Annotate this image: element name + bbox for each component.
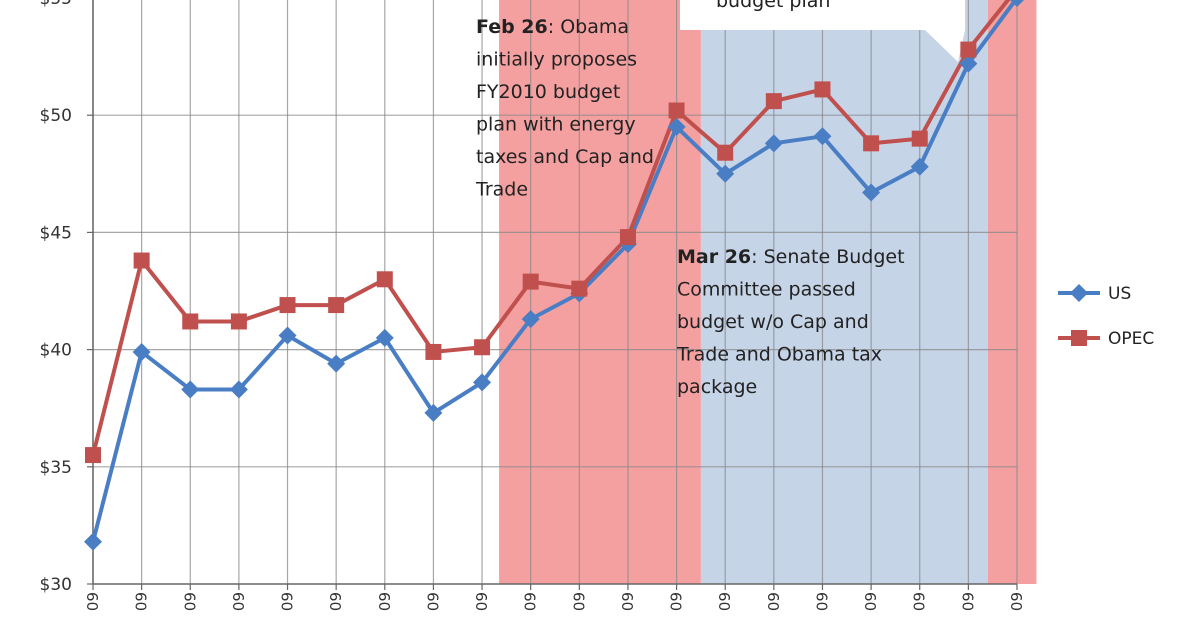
x-tick-label: 09 bbox=[279, 592, 297, 611]
series bbox=[84, 0, 1024, 551]
data-point-us bbox=[424, 403, 443, 422]
data-point-us bbox=[764, 134, 783, 153]
data-point-opec bbox=[668, 102, 685, 119]
annotation-mar26-line: Trade and Obama tax bbox=[676, 344, 882, 366]
data-point-opec bbox=[230, 313, 247, 330]
annotation-feb26-line: initially proposes bbox=[476, 49, 637, 71]
callout-box: budget plan bbox=[680, 0, 965, 62]
data-point-us bbox=[327, 354, 346, 373]
data-point-us bbox=[667, 117, 686, 136]
data-point-opec bbox=[474, 339, 491, 356]
series-line-us bbox=[91, 0, 1019, 543]
annotation-feb26-line: taxes and Cap and bbox=[476, 146, 654, 168]
data-point-us bbox=[229, 380, 248, 399]
series-line-opec bbox=[91, 0, 1011, 456]
data-point-opec bbox=[911, 130, 928, 147]
shaded-region-1 bbox=[499, 0, 701, 584]
data-point-opec bbox=[863, 135, 880, 152]
annotations: Feb 26: Obama initially proposes FY2010 bu… bbox=[475, 16, 905, 398]
x-tick-label: 09 bbox=[716, 592, 734, 611]
data-point-us bbox=[132, 342, 151, 361]
legend-label-opec: OPEC bbox=[1108, 329, 1154, 349]
data-point-us bbox=[813, 127, 832, 146]
y-tick-label: $45 bbox=[40, 223, 72, 243]
data-point-opec bbox=[960, 41, 977, 58]
legend: US OPEC bbox=[1058, 284, 1154, 349]
x-tick-label: 09 bbox=[570, 592, 588, 611]
data-point-opec bbox=[717, 144, 734, 161]
x-tick-label: 09 bbox=[376, 592, 394, 611]
legend-marker-opec bbox=[1071, 330, 1087, 346]
data-point-opec bbox=[133, 252, 150, 269]
data-point-us bbox=[473, 373, 492, 392]
data-point-us bbox=[910, 157, 929, 176]
data-point-us bbox=[181, 380, 200, 399]
x-tick-label: 09 bbox=[765, 592, 783, 611]
legend-marker-us bbox=[1070, 284, 1088, 302]
data-point-opec bbox=[376, 271, 393, 288]
data-point-opec bbox=[425, 343, 442, 360]
annotation-mar26-line: Committee passed bbox=[677, 279, 856, 301]
data-point-opec bbox=[814, 81, 831, 98]
x-tick-label: 09 bbox=[522, 592, 540, 611]
x-tick-label: 09 bbox=[133, 592, 151, 611]
data-point-opec bbox=[328, 297, 345, 314]
x-tick-label: 09 bbox=[424, 592, 442, 611]
annotation-feb26-line: Trade bbox=[475, 179, 528, 201]
data-point-us bbox=[84, 532, 102, 551]
data-point-us bbox=[716, 164, 735, 183]
shaded-region-3 bbox=[987, 0, 1037, 584]
x-tick-label: 09 bbox=[619, 592, 637, 611]
annotation-mar26-date: Mar 26 bbox=[677, 246, 751, 268]
x-tick-label: 09 bbox=[911, 592, 929, 611]
x-tick-label: 09 bbox=[473, 592, 491, 611]
x-tick-label: 09 bbox=[668, 592, 686, 611]
callout-text: budget plan bbox=[716, 0, 830, 12]
y-tick-label: $35 bbox=[40, 458, 72, 478]
legend-label-us: US bbox=[1108, 284, 1131, 304]
data-point-opec bbox=[765, 93, 782, 110]
annotation-mar26-line: budget w/o Cap and bbox=[677, 311, 869, 333]
axes: $30 $35 $40 $45 $50 $55 09 09 09 09 09 09 09 09 09 09 09… bbox=[40, 0, 1026, 611]
annotation-mar26-line: Mar 26: Senate Budget bbox=[677, 246, 905, 268]
data-point-us bbox=[375, 328, 394, 347]
data-point-opec bbox=[619, 229, 636, 246]
data-point-opec bbox=[522, 273, 539, 290]
annotation-mar26-line: package bbox=[677, 376, 757, 398]
data-point-opec bbox=[182, 313, 199, 330]
data-point-us bbox=[862, 183, 881, 202]
data-point-us bbox=[278, 326, 297, 345]
data-point-opec bbox=[279, 297, 296, 314]
annotation-feb26-date: Feb 26 bbox=[476, 16, 548, 38]
x-tick-label: 09 bbox=[181, 592, 199, 611]
annotation-feb26-line: plan with energy bbox=[476, 114, 636, 136]
data-point-opec bbox=[85, 447, 101, 464]
callout-pointer bbox=[925, 30, 965, 62]
data-point-us bbox=[521, 310, 540, 329]
callout-rect bbox=[680, 0, 965, 30]
x-tick-label: 09 bbox=[84, 592, 102, 611]
x-tick-label: 09 bbox=[1008, 592, 1026, 611]
y-tick-label: $40 bbox=[40, 341, 72, 361]
x-tick-label: 09 bbox=[230, 592, 248, 611]
x-tick-label: 09 bbox=[327, 592, 345, 611]
data-point-us bbox=[959, 54, 978, 73]
x-tick-label: 09 bbox=[813, 592, 831, 611]
y-tick-label: $55 bbox=[40, 0, 72, 9]
data-point-us bbox=[1010, 0, 1024, 7]
x-tick-label: 09 bbox=[959, 592, 977, 611]
data-point-opec bbox=[571, 280, 588, 297]
y-tick-label: $50 bbox=[40, 106, 72, 126]
y-tick-label: $30 bbox=[40, 575, 72, 595]
shaded-regions bbox=[499, 0, 1037, 584]
annotation-feb26-line: FY2010 budget bbox=[476, 81, 620, 103]
shaded-region-2 bbox=[700, 0, 988, 584]
annotation-feb26-line: Feb 26: Obama bbox=[476, 16, 629, 38]
x-tick-label: 09 bbox=[862, 592, 880, 611]
